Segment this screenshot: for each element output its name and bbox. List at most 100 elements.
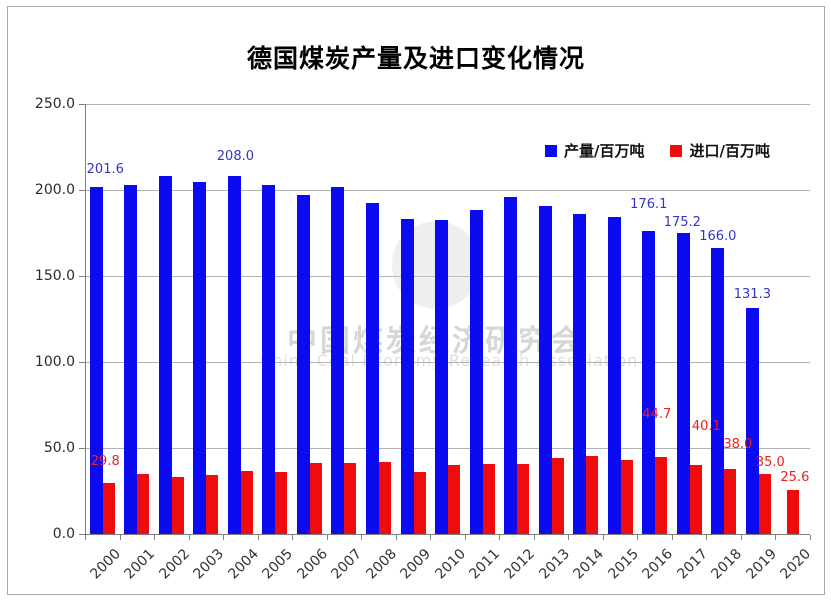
x-axis-label-2006: 2006: [294, 546, 331, 583]
production-bar-2009: [400, 219, 414, 534]
x-axis-label-2018: 2018: [708, 546, 746, 583]
production-value-label-2004: 208.0: [216, 149, 254, 165]
x-axis-label-2005: 2005: [259, 546, 297, 583]
x-axis-label-2009: 2009: [397, 546, 435, 583]
legend-item-production: 产量/百万吨: [545, 140, 644, 161]
x-axis-tick: [533, 535, 535, 540]
import-value-label-2019: 35.0: [755, 454, 785, 470]
x-axis-label-2014: 2014: [570, 546, 608, 583]
import-bar-2000: [102, 482, 115, 534]
x-axis-tick: [154, 535, 156, 540]
import-bar-2018: [724, 468, 737, 534]
production-bar-2000: [89, 187, 103, 534]
production-value-label-2019: 131.3: [733, 287, 771, 303]
x-axis-label-2012: 2012: [501, 546, 538, 583]
import-bar-2009: [413, 472, 426, 534]
chart-frame: 德国煤炭产量及进口变化情况 产量/百万吨 进口/百万吨 中国煤炭经济研究会 Chi…: [7, 6, 825, 595]
y-axis-tick: [79, 276, 85, 277]
production-bar-2008: [366, 202, 380, 534]
import-bar-2008: [379, 462, 392, 534]
production-bar-2002: [158, 176, 172, 534]
category-2009: 2009: [396, 104, 434, 583]
x-axis-tick: [568, 535, 570, 540]
production-bar-2001: [124, 185, 138, 534]
category-2000: 201.6 29.8 2000: [85, 104, 124, 582]
x-axis-label-2020: 2020: [777, 546, 815, 583]
y-axis-tick: [79, 362, 85, 363]
y-axis-tick: [79, 190, 85, 191]
import-value-label-2018: 38.0: [723, 436, 753, 452]
x-axis-tick: [637, 535, 639, 540]
x-axis-tick: [740, 535, 742, 540]
import-bar-2005: [275, 472, 288, 534]
x-axis-label-2003: 2003: [190, 546, 228, 583]
x-axis-tick: [430, 535, 432, 540]
x-axis-tick: [464, 535, 466, 540]
import-value-label-2020: 25.6: [780, 469, 810, 485]
category-2010: 2010: [430, 104, 469, 583]
import-bar-2006: [309, 462, 322, 534]
production-bar-2017: [676, 232, 690, 534]
bars-container: 201.6 29.8 2000 2001 2002 2003 208.0 2004 2005 20…: [85, 104, 815, 583]
production-value-label-2018: 166.0: [699, 229, 737, 245]
production-value-label-2000: 201.6: [86, 162, 124, 178]
category-2005: 2005: [258, 104, 296, 583]
x-axis-label-2017: 2017: [674, 546, 711, 583]
legend-label: 产量/百万吨: [564, 142, 645, 160]
import-bar-2015: [620, 460, 633, 534]
x-axis-label-2011: 2011: [466, 546, 504, 583]
x-axis-label-2019: 2019: [743, 546, 780, 583]
x-axis-label-2010: 2010: [432, 546, 469, 583]
production-bar-2012: [504, 196, 518, 534]
category-2014: 2014: [568, 104, 607, 583]
legend-label: 进口/百万吨: [689, 142, 770, 160]
x-axis-tick: [326, 535, 328, 540]
x-axis-tick: [602, 535, 604, 540]
chart-title: 德国煤炭产量及进口变化情况: [246, 44, 585, 73]
category-2017: 175.2 40.1 2017: [664, 104, 721, 583]
production-bar-2016: [642, 231, 656, 534]
category-2018: 166.0 38.0 2018: [699, 104, 752, 582]
import-bar-2012: [517, 464, 530, 534]
x-axis-label-2004: 2004: [225, 546, 262, 583]
import-value-label-2016: 44.7: [642, 407, 672, 423]
y-axis-line: [85, 104, 86, 539]
y-axis-label: 100.0: [34, 354, 75, 370]
import-bar-2007: [344, 462, 357, 534]
x-axis-label-2016: 2016: [639, 546, 677, 583]
category-2016: 176.1 44.7 2016: [630, 104, 676, 582]
import-bar-2014: [586, 455, 599, 534]
category-2013: 2013: [534, 104, 572, 583]
import-value-label-2000: 29.8: [90, 453, 120, 469]
category-2001: 2001: [120, 104, 158, 583]
import-bar-2011: [482, 464, 495, 534]
x-axis-tick: [775, 535, 777, 540]
x-axis-tick: [361, 535, 363, 540]
y-axis-label: 250.0: [34, 96, 75, 112]
x-axis-tick: [499, 535, 501, 540]
y-axis-tick: [79, 104, 85, 105]
production-value-label-2016: 176.1: [630, 197, 668, 213]
category-2008: 2008: [361, 104, 400, 583]
category-2004: 208.0 2004: [217, 104, 262, 582]
production-bar-2015: [607, 217, 621, 534]
x-axis-line: [85, 534, 810, 535]
production-value-label-2017: 175.2: [663, 214, 701, 230]
x-axis-label-2001: 2001: [121, 546, 159, 583]
import-bar-2002: [171, 476, 184, 534]
x-axis-tick: [257, 535, 259, 540]
x-axis-label-2015: 2015: [605, 546, 642, 583]
x-axis-tick: [706, 535, 708, 540]
x-axis-label-2007: 2007: [328, 546, 366, 583]
import-bar-2017: [689, 465, 702, 534]
plot-area: 中国煤炭经济研究会 China Coal Economy Research As…: [35, 96, 815, 583]
legend-item-import: 进口/百万吨: [670, 140, 770, 161]
production-bar-2006: [296, 195, 310, 534]
legend-swatch-icon: [670, 144, 683, 157]
production-bar-2019: [745, 308, 759, 534]
category-2019: 131.3 35.0 2019: [734, 104, 785, 582]
x-axis-tick: [671, 535, 673, 540]
x-axis-tick: [292, 535, 294, 540]
import-bar-2013: [551, 457, 564, 534]
category-2020: 25.6 2020: [776, 104, 815, 583]
